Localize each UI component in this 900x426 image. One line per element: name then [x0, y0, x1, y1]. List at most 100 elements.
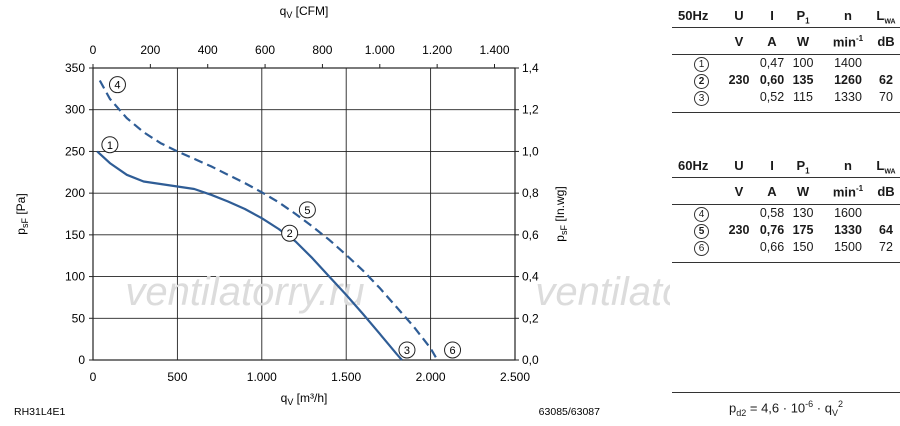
unit-a: A	[767, 34, 777, 49]
x-tick-label: 500	[167, 370, 187, 384]
chart-grid	[93, 68, 515, 360]
row-number: 4	[694, 206, 709, 222]
series-line-60hz	[98, 79, 439, 361]
right-tick-label: 0,6	[522, 228, 539, 242]
chart-annotations: 1 2 3 4 5 6	[101, 76, 462, 359]
operating-point-marker: 2	[281, 224, 299, 242]
model-code: RH31L4E1	[14, 406, 66, 418]
operating-point-marker: 5	[298, 201, 316, 219]
y-tick-label: 0	[78, 353, 85, 367]
axis-ticks: 0 500 1.000 1.500 2.000 2.5000501001502002503…	[65, 43, 539, 384]
marker-label: 6	[449, 345, 455, 357]
operating-point-marker: 6	[444, 341, 462, 359]
chart-series	[96, 79, 439, 361]
freq-label: 60Hz	[678, 158, 709, 173]
noise-header: LWA	[876, 158, 896, 176]
speed-value: 1400	[834, 56, 862, 70]
voltage-header: U	[734, 8, 744, 23]
x-tick-label: 1.500	[331, 370, 361, 384]
top-axis-label: qV [CFM]	[280, 4, 329, 20]
table-header: 50Hz U I P1 n LWA	[672, 8, 900, 26]
top-tick-label: 200	[140, 43, 160, 57]
divider	[672, 112, 900, 113]
speed-value: 1330	[834, 90, 862, 104]
top-tick-label: 600	[255, 43, 275, 57]
watermark: ventilatorry.ru ventilatorry.ru	[125, 270, 670, 314]
top-tick-label: 1.400	[479, 43, 509, 57]
marker-circle	[108, 76, 126, 94]
unit-w: W	[796, 34, 810, 49]
noise-header: LWA	[876, 8, 896, 26]
units-row: V A W min-1 dB	[672, 184, 900, 204]
noise-value: 70	[879, 90, 893, 104]
voltage-header: U	[734, 158, 744, 173]
row-number-badge: 3	[694, 91, 709, 106]
x-tick-label: 0	[90, 370, 97, 384]
series-line-50hz	[96, 150, 403, 361]
row-number: 3	[694, 90, 709, 106]
divider	[672, 54, 900, 55]
right-tick-label: 1,4	[522, 61, 539, 75]
y-tick-label: 250	[65, 144, 85, 158]
speed-header: n	[844, 158, 852, 173]
speed-value: 1500	[834, 240, 862, 254]
marker-circle	[398, 341, 416, 359]
power-value: 175	[792, 223, 814, 237]
top-tick-label: 800	[312, 43, 332, 57]
y-tick-label: 300	[65, 103, 85, 117]
watermark-text: ventilatorry.ru	[535, 270, 670, 314]
table-body: 4 0,58 130 1600 5 230 0,76 175 1330 64 6 0,66 150 150…	[672, 206, 900, 257]
right-tick-label: 1,2	[522, 103, 539, 117]
operating-point-marker: 4	[108, 76, 126, 94]
y-tick-label: 100	[65, 270, 85, 284]
row-number: 6	[694, 240, 709, 256]
right-tick-label: 0,8	[522, 186, 539, 200]
speed-value: 1260	[834, 73, 862, 87]
marker-circle	[298, 201, 316, 219]
row-number-badge: 5	[694, 224, 709, 239]
table-row: 5 230 0,76 175 1330 64	[672, 223, 900, 240]
row-number: 1	[694, 56, 709, 72]
unit-a: A	[767, 184, 777, 199]
top-tick-label: 0	[90, 43, 97, 57]
table-row: 2 230 0,60 135 1260 62	[672, 73, 900, 90]
top-tick-label: 400	[198, 43, 218, 57]
current-value: 0,47	[759, 56, 785, 70]
current-value: 0,52	[759, 90, 785, 104]
power-header: P1	[796, 8, 810, 26]
noise-value: 64	[879, 223, 893, 237]
unit-rpm: min-1	[832, 184, 864, 200]
right-tick-label: 0,4	[522, 270, 539, 284]
row-number-badge: 2	[694, 74, 709, 89]
current-value: 0,66	[759, 240, 785, 254]
current-value: 0,58	[759, 206, 785, 220]
row-number-badge: 4	[694, 207, 709, 222]
speed-header: n	[844, 8, 852, 23]
table-50hz: 50Hz U I P1 n LWA V A W min-1 dB 1 0,47 10…	[672, 8, 900, 113]
current-value: 0,60	[759, 73, 785, 87]
power-value: 150	[792, 240, 814, 254]
unit-rpm: min-1	[832, 34, 864, 50]
top-tick-label: 1.200	[422, 43, 452, 57]
divider	[672, 204, 900, 205]
x-tick-label: 2.500	[500, 370, 530, 384]
marker-circle	[101, 136, 119, 154]
x-tick-label: 1.000	[247, 370, 277, 384]
freq-label: 50Hz	[678, 8, 709, 23]
row-number: 2	[694, 73, 709, 89]
marker-circle	[281, 224, 299, 242]
y-tick-label: 350	[65, 61, 85, 75]
fan-curve-chart: ventilatorry.ruventilatorry.ru 05001.000…	[14, 4, 670, 418]
unit-v: V	[734, 184, 744, 199]
y-axis-label: psF [Pa]	[14, 193, 30, 234]
unit-w: W	[796, 184, 810, 199]
units-row: V A W min-1 dB	[672, 34, 900, 54]
voltage-value: 230	[728, 223, 750, 237]
row-number: 5	[694, 223, 709, 239]
noise-value: 62	[879, 73, 893, 87]
marker-label: 3	[404, 345, 410, 357]
current-value: 0,76	[759, 223, 785, 237]
plot-frame	[92, 67, 516, 361]
current-header: I	[770, 8, 774, 23]
right-tick-label: 0,0	[522, 353, 539, 367]
